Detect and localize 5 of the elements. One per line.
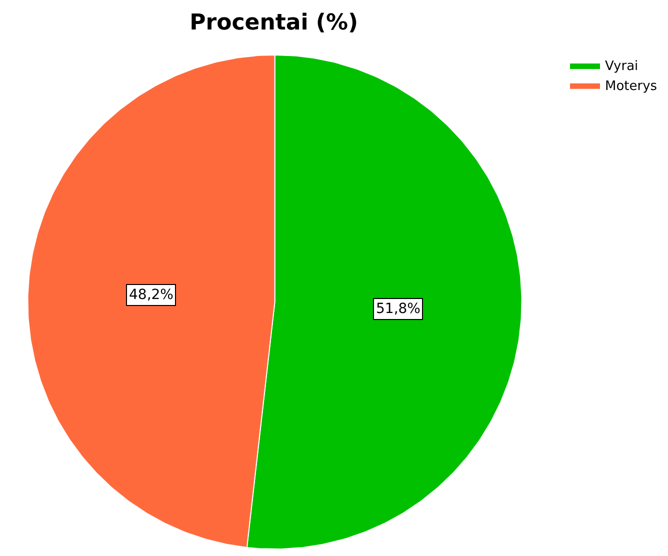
data-label: 48,2%: [129, 287, 174, 303]
legend-label: Moterys: [605, 78, 658, 94]
data-label: 51,8%: [376, 301, 420, 317]
legend-label: Vyrai: [605, 59, 638, 74]
chart-title: Procentai (%): [190, 10, 358, 36]
